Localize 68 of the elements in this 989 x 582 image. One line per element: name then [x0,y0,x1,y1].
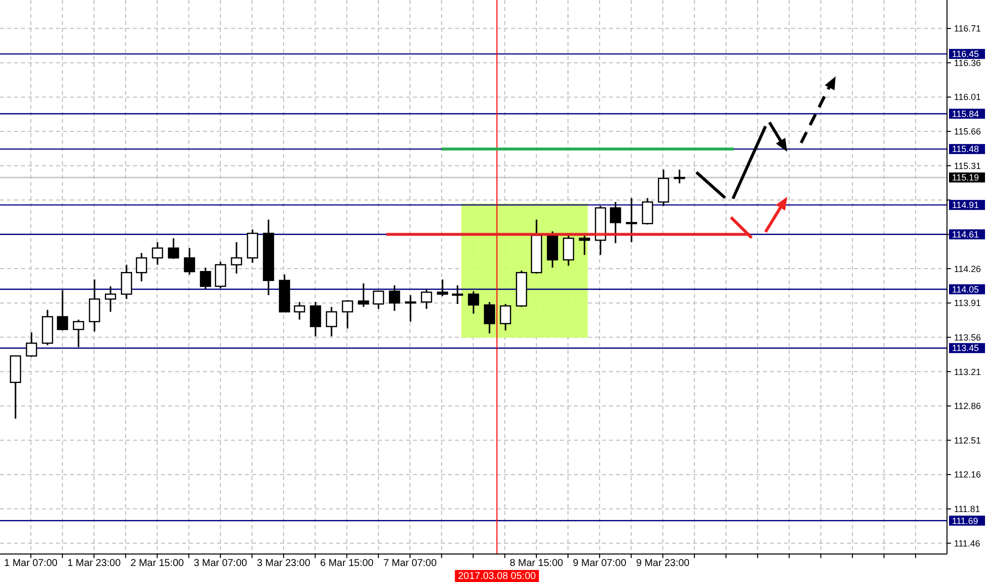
ref-line-label: 115.19 [952,172,979,183]
candlestick [230,241,242,274]
y-tick-label: 112.51 [954,435,981,446]
candlestick [420,288,432,310]
candlestick [72,318,84,348]
y-tick-label: 116.01 [954,92,981,102]
ref-line-label: 116.45 [952,49,979,60]
candlestick [326,306,338,338]
candlestick [468,290,480,315]
candlestick [578,234,590,256]
candlestick [88,278,100,332]
candlestick [452,284,464,305]
y-tick-label: 115.66 [954,126,981,137]
x-tick-label: 9 Mar 23:00 [636,558,690,569]
candlestick [562,234,574,266]
y-tick-label: 113.91 [954,298,981,308]
ref-line-label: 111.69 [952,516,978,526]
candlestick [136,252,148,282]
candlestick [484,301,496,334]
candlestick [294,301,306,320]
ref-line-label: 113.45 [952,343,979,354]
candlestick [674,168,686,184]
candlestick [658,168,670,207]
candlestick [26,332,38,358]
candlestick [184,247,196,276]
ref-line-label: 115.84 [952,108,979,119]
x-tick-label: 9 Mar 07:00 [572,558,627,569]
y-tick-label: 115.31 [954,160,981,171]
candlestick [120,264,132,300]
x-tick-label: 7 Mar 07:00 [383,558,438,569]
candlestick [214,261,226,290]
candlestick [436,278,448,297]
ref-line-label: 114.05 [952,284,979,294]
candlestick [372,290,384,310]
y-tick-label: 116.36 [954,58,981,68]
y-tick-label: 112.86 [954,401,981,412]
x-tick-label: 2 Mar 15:00 [130,558,184,569]
y-tick-label: 113.56 [954,332,981,342]
ref-line-label: 114.61 [952,229,979,240]
y-tick-label: 116.71 [954,24,981,34]
candlestick [610,201,622,244]
y-tick-label: 113.21 [954,366,981,377]
candlestick [404,294,416,322]
candlestick [342,299,354,330]
ref-line-label: 115.48 [952,144,979,154]
x-tick-label: 6 Mar 15:00 [320,558,374,569]
candlestick [152,241,164,266]
y-tick-label: 111.46 [954,538,980,548]
candlestick [104,286,116,313]
candlestick [168,238,180,260]
x-tick-label: 2017.03.08 05:00 [458,571,536,582]
candlestick [642,197,654,226]
x-tick-label: 3 Mar 23:00 [256,558,311,569]
candlestick [56,289,68,332]
x-tick-label: 1 Mar 23:00 [67,558,122,569]
x-tick-label: 3 Mar 07:00 [194,558,248,569]
candlestick [500,303,512,332]
candlestick [310,301,322,338]
y-tick-label: 114.26 [954,264,981,274]
candlestick [200,266,212,290]
x-tick-label: 8 Mar 15:00 [510,558,564,569]
y-tick-label: 112.16 [954,470,981,480]
candlestick [388,284,400,312]
candlestick [358,282,370,308]
ref-line-label: 114.91 [952,200,979,210]
y-tick-label: 111.81 [954,504,980,514]
x-tick-label: 1 Mar 07:00 [4,558,58,569]
candlestick [626,197,638,243]
